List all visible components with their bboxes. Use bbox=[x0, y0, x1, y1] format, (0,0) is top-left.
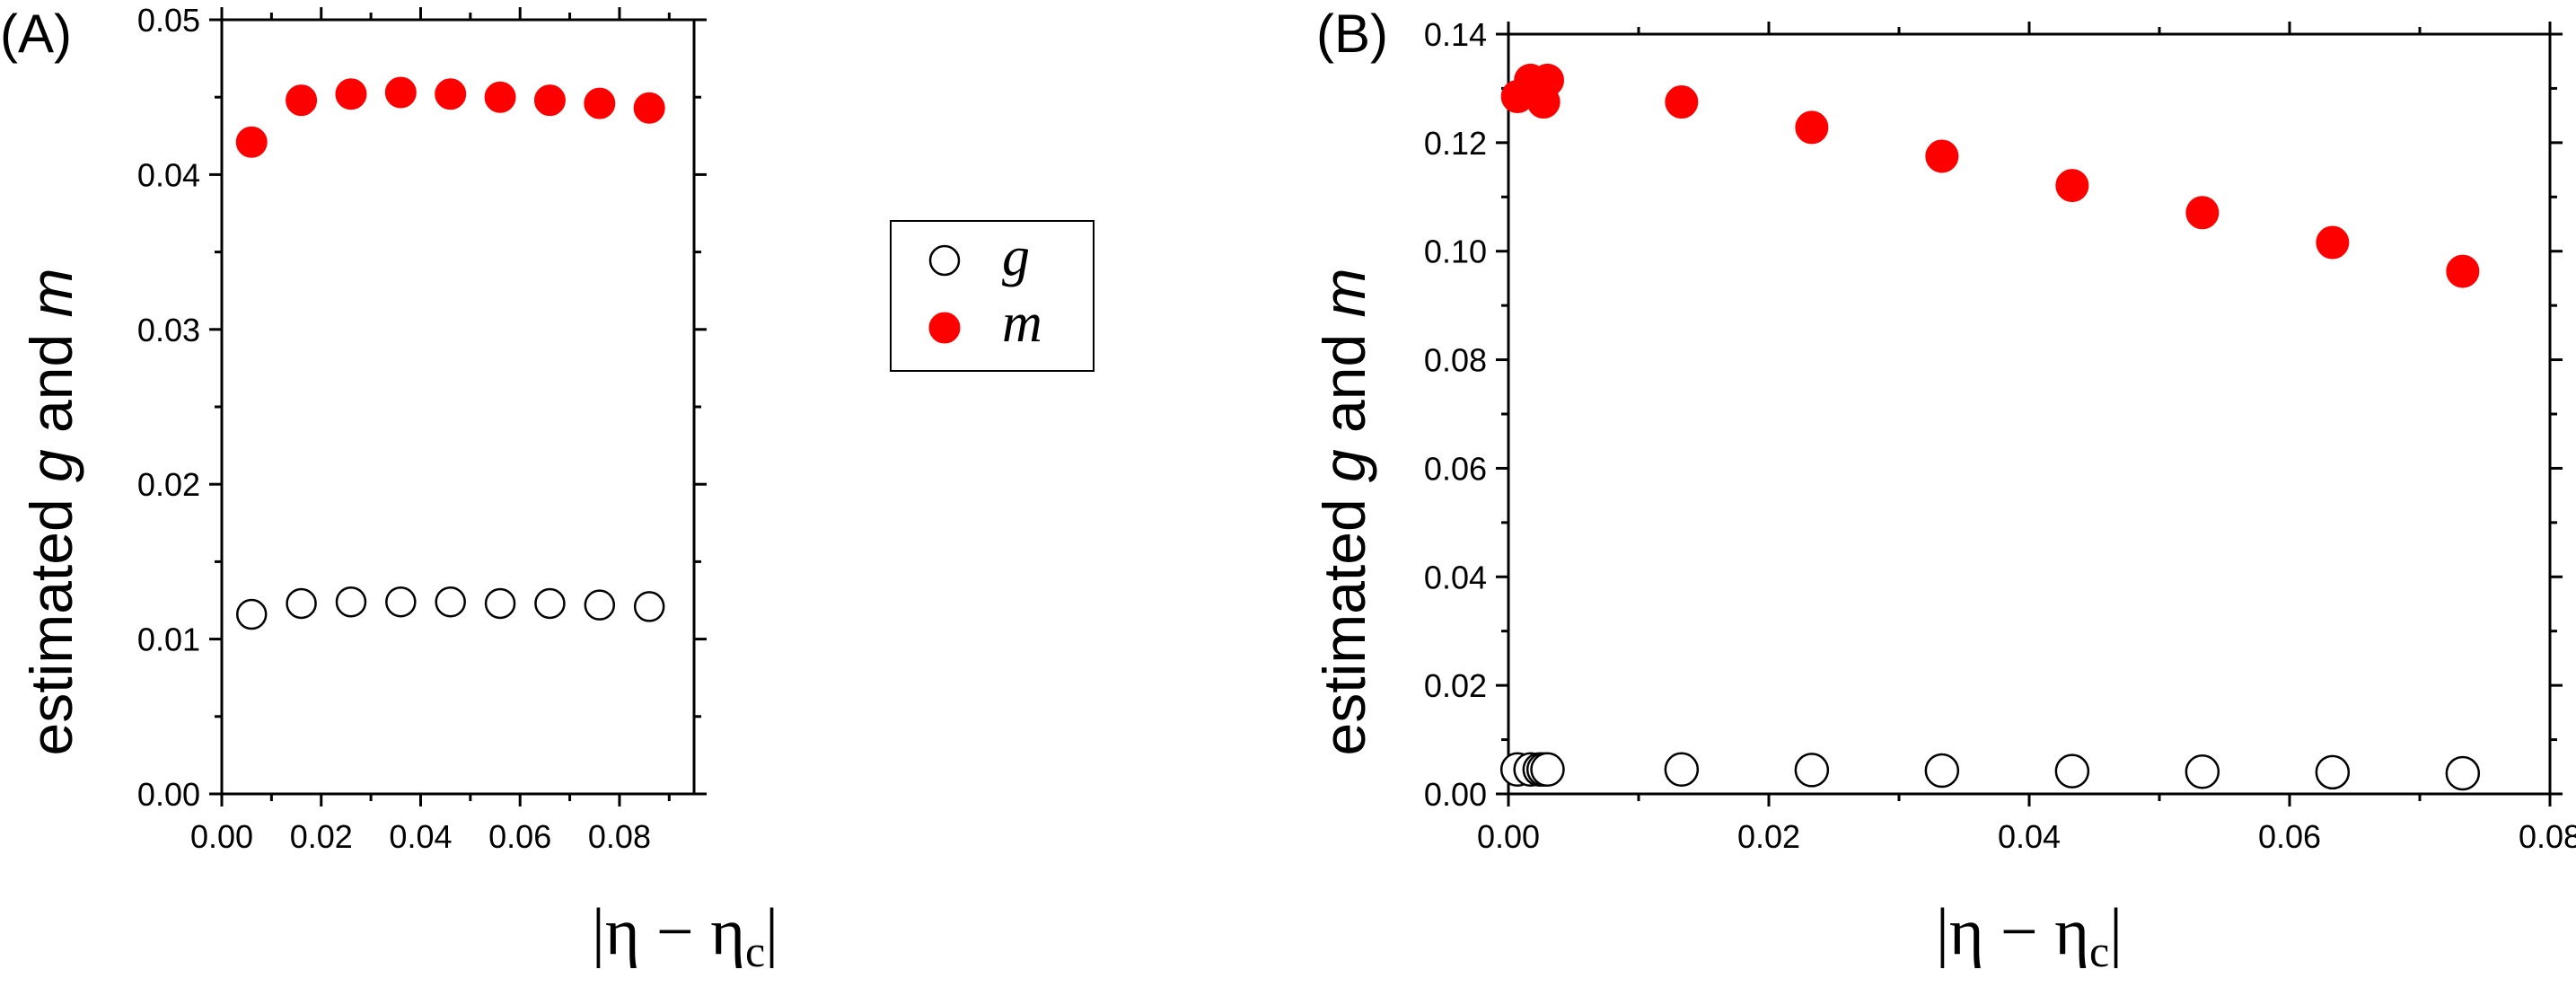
data-point-g bbox=[2054, 753, 2090, 789]
y-tick-label: 0.03 bbox=[137, 312, 200, 348]
y-tick-label: 0.06 bbox=[1424, 450, 1487, 487]
panel-a-y-axis-label: estimated g and m bbox=[18, 269, 84, 756]
panel-b-data-points bbox=[1499, 63, 2481, 791]
data-point-g bbox=[235, 598, 268, 630]
data-point-g bbox=[1530, 752, 1565, 788]
x-tick-label: 0.02 bbox=[1737, 818, 1800, 855]
y-tick-label: 0.02 bbox=[137, 466, 200, 503]
data-point-m bbox=[1795, 110, 1829, 145]
data-point-m bbox=[435, 78, 467, 110]
data-point-m bbox=[2446, 254, 2480, 288]
panel-a-x-axis-label: |η − ηc| bbox=[592, 895, 778, 976]
panel-b-plot-frame bbox=[1507, 32, 2552, 796]
y-tick-label: 0.00 bbox=[1424, 776, 1487, 813]
y-tick-label: 0.12 bbox=[1424, 125, 1487, 162]
data-point-m bbox=[1925, 139, 1959, 173]
y-tick-label: 0.04 bbox=[1424, 559, 1487, 595]
data-point-m bbox=[584, 87, 616, 119]
x-tick-label: 0.00 bbox=[190, 818, 253, 855]
x-tick-label: 0.04 bbox=[1998, 818, 2061, 855]
data-point-g bbox=[2185, 753, 2220, 789]
panel-a-x-tick-labels: 0.00 0.02 0.04 0.06 0.08 bbox=[190, 818, 651, 855]
panel-a: (A) estimated g and m 0.000.010.020.030.… bbox=[0, 2, 1095, 976]
panel-b-ticks bbox=[1496, 22, 2563, 806]
data-point-m bbox=[484, 81, 516, 113]
x-tick-label: 0.04 bbox=[389, 818, 452, 855]
panel-a-y-tick-labels: 0.00 0.01 0.02 0.03 0.04 0.05 bbox=[137, 2, 200, 813]
data-point-m bbox=[235, 126, 268, 158]
y-tick-label: 0.00 bbox=[137, 776, 200, 813]
data-point-g bbox=[1664, 752, 1700, 788]
data-point-m bbox=[2316, 225, 2350, 260]
legend-box bbox=[890, 220, 1095, 372]
y-tick-label: 0.08 bbox=[1424, 342, 1487, 379]
data-point-g bbox=[286, 587, 317, 620]
legend-g-label: g bbox=[1002, 226, 1030, 287]
data-point-m bbox=[2055, 169, 2089, 203]
y-tick-label: 0.14 bbox=[1424, 16, 1487, 53]
data-point-g bbox=[1794, 753, 1830, 788]
data-point-m bbox=[633, 92, 665, 124]
data-point-g bbox=[534, 587, 566, 620]
panel-b-letter: (B) bbox=[1316, 4, 1388, 64]
data-point-m bbox=[384, 76, 417, 109]
panel-a-letter: (A) bbox=[0, 4, 72, 64]
data-point-g bbox=[2315, 754, 2351, 790]
panel-b-x-tick-labels: 0.00 0.02 0.04 0.06 0.08 bbox=[1477, 818, 2576, 855]
panel-b-y-axis-label: estimated g and m bbox=[1311, 269, 1377, 756]
x-tick-label: 0.00 bbox=[1477, 818, 1540, 855]
panel-b-y-tick-labels: 0.00 0.02 0.04 0.06 0.08 0.10 0.12 0.14 bbox=[1424, 16, 1487, 813]
data-point-g bbox=[1924, 753, 1960, 789]
data-point-g bbox=[484, 587, 516, 620]
data-point-m bbox=[286, 84, 318, 117]
data-point-g bbox=[335, 586, 367, 618]
y-tick-label: 0.05 bbox=[137, 2, 200, 39]
panel-a-legend: g m bbox=[890, 220, 1095, 372]
panel-b: (B) estimated g and m 0.000.020.040.060.… bbox=[1311, 4, 2576, 976]
panel-b-x-axis-label: |η − ηc| bbox=[1936, 895, 2123, 976]
x-tick-label: 0.02 bbox=[290, 818, 353, 855]
data-point-m bbox=[2185, 196, 2220, 230]
y-tick-label: 0.02 bbox=[1424, 667, 1487, 704]
x-tick-label: 0.06 bbox=[2258, 818, 2321, 855]
data-point-m bbox=[1531, 63, 1564, 97]
x-tick-label: 0.08 bbox=[588, 818, 651, 855]
data-point-g bbox=[633, 591, 665, 622]
y-tick-label: 0.04 bbox=[137, 156, 200, 193]
data-point-m bbox=[533, 84, 566, 117]
y-tick-label: 0.10 bbox=[1424, 234, 1487, 270]
data-point-g bbox=[584, 589, 616, 621]
y-tick-label: 0.01 bbox=[137, 621, 200, 658]
panel-a-data-points bbox=[235, 76, 665, 630]
panel-a-ticks bbox=[209, 7, 707, 806]
legend-m-label: m bbox=[1002, 293, 1042, 354]
legend-m-marker bbox=[928, 312, 961, 344]
legend-g-marker bbox=[928, 244, 961, 277]
data-point-m bbox=[1665, 85, 1699, 119]
x-tick-label: 0.06 bbox=[488, 818, 551, 855]
panel-a-plot-frame bbox=[220, 18, 696, 796]
x-tick-label: 0.08 bbox=[2519, 818, 2576, 855]
data-point-g bbox=[385, 586, 417, 618]
data-point-g bbox=[2445, 755, 2481, 791]
data-point-m bbox=[335, 78, 367, 110]
data-point-g bbox=[435, 586, 466, 618]
